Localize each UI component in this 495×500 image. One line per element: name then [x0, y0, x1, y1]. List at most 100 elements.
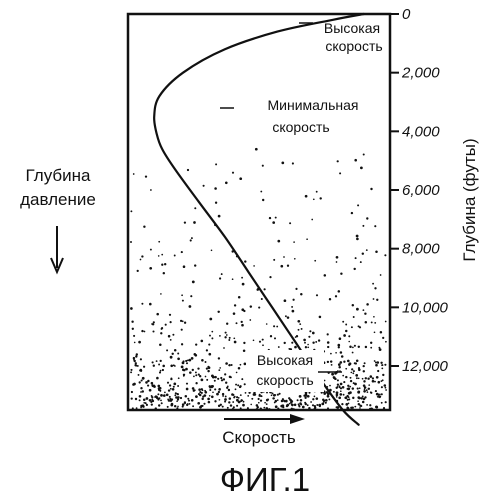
sediment-dot: [299, 402, 302, 405]
sediment-dot: [158, 387, 161, 390]
sediment-dot: [374, 360, 376, 362]
sediment-dot: [227, 407, 229, 409]
sediment-dot: [242, 283, 245, 286]
sediment-dot: [365, 321, 368, 324]
sediment-dot: [199, 394, 202, 397]
sediment-dot: [319, 316, 322, 319]
sediment-dot: [366, 404, 368, 406]
sediment-dot: [206, 379, 208, 381]
sediment-dot: [240, 400, 242, 402]
sediment-dot: [260, 191, 262, 193]
sediment-dot: [201, 359, 204, 362]
sediment-dot: [211, 386, 214, 389]
sediment-dot: [275, 400, 277, 402]
sediment-dot: [159, 371, 161, 373]
sediment-dot: [313, 198, 315, 200]
sediment-dot: [343, 394, 345, 396]
sediment-dot: [185, 395, 188, 398]
sediment-dot: [147, 380, 149, 382]
sediment-dot: [341, 355, 344, 358]
sediment-dot: [339, 337, 342, 340]
sediment-dot: [176, 393, 178, 395]
sediment-dot: [327, 346, 329, 348]
sediment-dot: [324, 274, 327, 277]
depth-axis: 02,0004,0006,0008,00010,00012,000: [390, 6, 449, 375]
sediment-dot: [302, 406, 305, 409]
sediment-dot: [271, 394, 273, 396]
sediment-dot: [178, 377, 180, 379]
sediment-dot: [360, 261, 362, 263]
sediment-dot: [259, 341, 261, 343]
sediment-dot: [235, 384, 237, 386]
sediment-dot: [170, 378, 172, 380]
sediment-dot: [278, 346, 280, 348]
sediment-dot: [173, 364, 175, 366]
sediment-dot: [187, 398, 189, 400]
sediment-dot: [261, 395, 263, 397]
depth-axis-title: Глубина (футы): [460, 138, 479, 261]
sediment-dot: [298, 329, 300, 331]
sediment-dot: [170, 339, 172, 341]
sediment-dot: [359, 326, 361, 328]
sediment-dot: [222, 406, 224, 408]
sediment-dot: [156, 360, 158, 362]
sediment-dot: [132, 328, 134, 330]
sediment-dot: [357, 204, 359, 206]
sediment-dot: [356, 308, 359, 311]
sediment-dot: [240, 364, 242, 366]
sediment-dot: [340, 383, 343, 386]
sediment-dot: [312, 342, 314, 344]
sediment-dot: [194, 354, 197, 357]
sediment-dot: [359, 407, 361, 409]
sediment-dot: [282, 404, 285, 407]
sediment-dot: [156, 313, 159, 316]
sediment-dot: [275, 217, 277, 219]
sediment-dot: [292, 162, 294, 164]
sediment-dot: [207, 398, 210, 401]
sediment-dot: [327, 361, 329, 363]
sediment-dot: [363, 390, 366, 393]
sediment-dot: [191, 357, 194, 360]
sediment-dot: [359, 387, 361, 389]
sediment-dot: [264, 288, 266, 290]
sediment-dot: [385, 387, 387, 389]
sediment-dot: [374, 287, 376, 289]
sediment-dot: [275, 405, 278, 408]
sediment-dot: [158, 255, 160, 257]
sediment-dot: [150, 189, 152, 191]
sediment-dot: [193, 376, 195, 378]
sediment-dot: [283, 256, 285, 258]
sediment-dot: [286, 404, 289, 407]
sediment-dot: [338, 366, 340, 368]
sediment-dot: [374, 322, 376, 324]
sediment-dot: [133, 357, 135, 359]
sediment-dot: [335, 295, 337, 297]
sediment-dot: [187, 169, 189, 171]
sediment-dot: [229, 337, 231, 339]
sediment-dot: [372, 283, 374, 285]
sediment-dot: [338, 396, 341, 399]
sediment-dot: [284, 299, 287, 302]
sediment-dot: [339, 361, 342, 364]
sediment-dot: [358, 346, 360, 348]
sediment-dot: [209, 389, 211, 391]
sediment-dot: [354, 345, 356, 347]
sediment-dot: [205, 361, 207, 363]
sediment-dot: [158, 364, 160, 366]
sediment-dot: [251, 398, 253, 400]
sediment-dot: [348, 403, 350, 405]
sediment-dot: [141, 255, 143, 257]
depth-tick-label: 12,000: [402, 358, 449, 375]
sediment-dot: [238, 401, 241, 404]
sediment-dot: [379, 393, 381, 395]
sediment-dot: [152, 330, 154, 332]
sediment-dot: [226, 323, 228, 325]
left-label-pressure: давление: [20, 190, 96, 209]
sediment-dot: [218, 357, 220, 359]
sediment-dot: [292, 310, 295, 313]
sediment-dot: [217, 378, 219, 380]
sediment-dot: [227, 386, 229, 388]
sediment-dot: [225, 382, 227, 384]
sediment-dot: [365, 377, 367, 379]
sediment-dot: [130, 307, 133, 310]
